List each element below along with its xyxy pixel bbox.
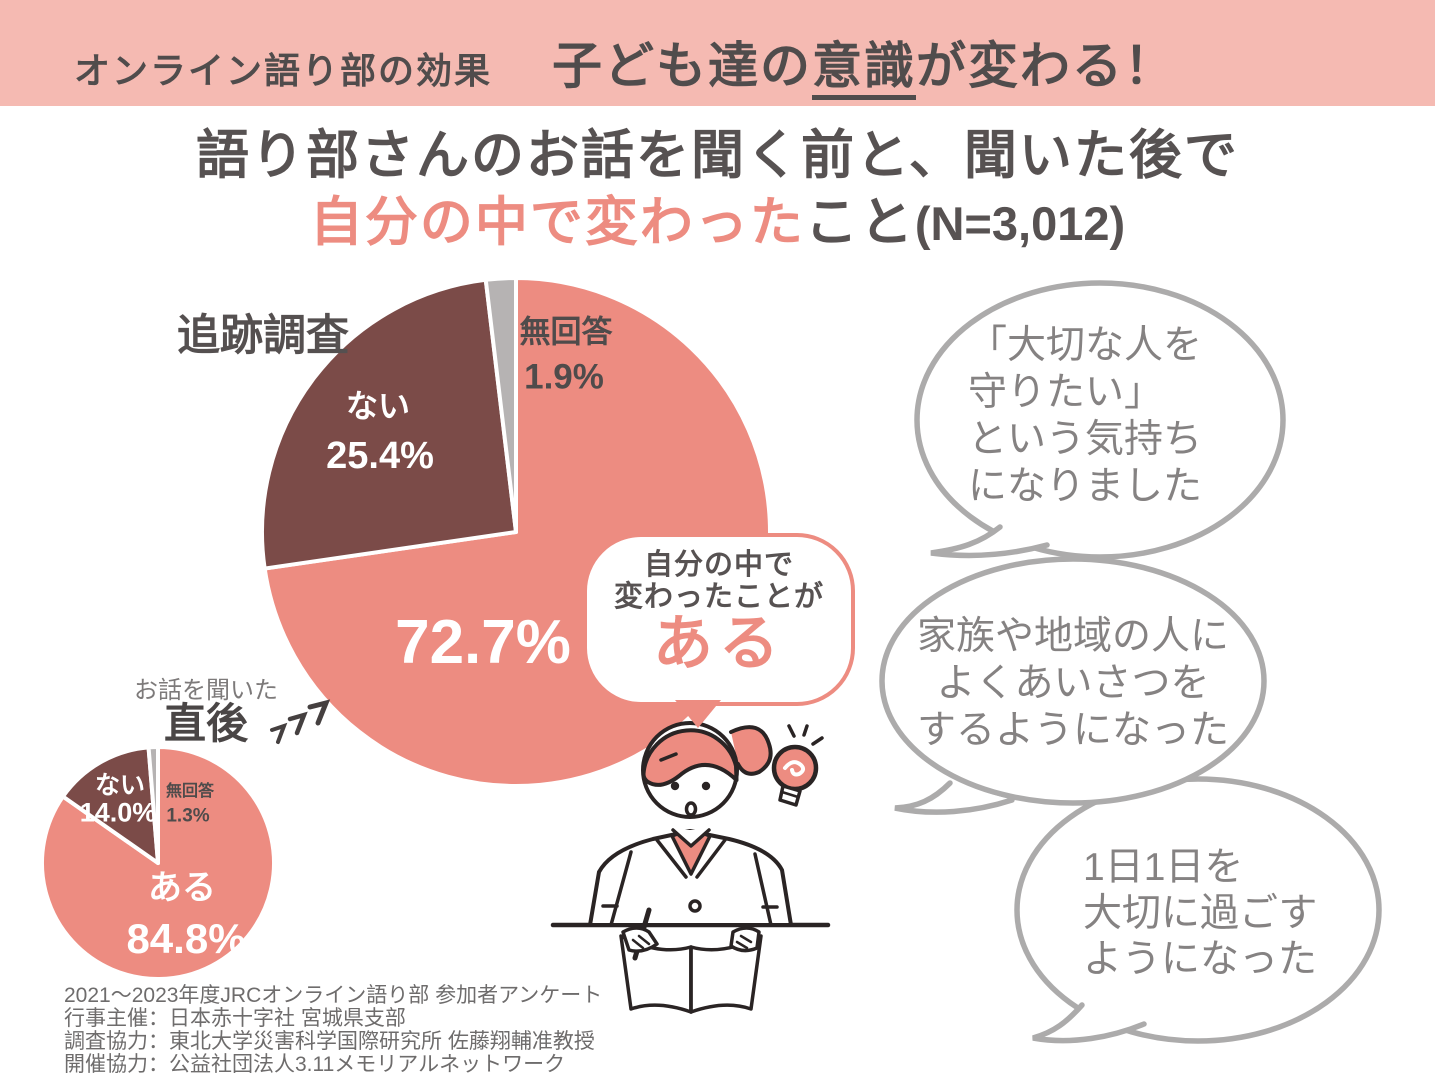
quote-3: 1日1日を 大切に過ごす ようになった xyxy=(1083,845,1317,983)
source-note: 2021〜2023年度JRCオンライン語り部 参加者アンケート 行事主催：日本赤… xyxy=(64,984,602,1076)
sample-size: (N=3,012) xyxy=(914,197,1126,250)
rise-arrows-icon xyxy=(270,699,331,744)
lightbulb-icon xyxy=(771,724,824,807)
speech-bubble-2-tail xyxy=(894,780,1015,815)
pie-right-after-value-aru: 84.8% xyxy=(126,915,246,962)
callout-emphasis: ある xyxy=(653,610,785,677)
header-title-underlined: 意識 xyxy=(812,38,916,100)
main-title-line1: 語り部さんのお話を聞く前と、聞いた後で xyxy=(196,126,1239,185)
quote-2-line: するようになった xyxy=(916,709,1229,752)
callout-bubble: 自分の中で 変わったことが ある xyxy=(583,533,855,706)
callout-line2: 変わったことが xyxy=(613,581,824,613)
quote-2-line: 家族や地域の人に xyxy=(916,615,1229,658)
callout-line1: 自分の中で xyxy=(643,549,794,581)
callout-tail xyxy=(675,700,721,728)
pie-slice-無回答 xyxy=(146,745,160,865)
main-title-normal: こと xyxy=(804,193,915,252)
pie-right-after-note: お話を聞いた xyxy=(134,677,278,704)
pie-followup-value-nai: 25.4% xyxy=(326,435,434,477)
pie-followup-title: 追跡調査 xyxy=(177,312,349,360)
speech-bubble-3-tail xyxy=(1032,1002,1147,1044)
quote-2-line: よくあいさつを xyxy=(936,662,1210,705)
quote-1-line: 「大切な人を xyxy=(968,324,1203,367)
quote-1-line: という気持ち xyxy=(968,418,1203,461)
pie-right-after-value-mukaitou: 1.3% xyxy=(166,805,210,827)
main-title-line2: 自分の中で変わったこと(N=3,012) xyxy=(0,180,1435,256)
person-illustration xyxy=(550,721,831,1014)
source-line: 調査協力：東北大学災害科学国際研究所 佐藤翔輔准教授 xyxy=(64,1030,595,1053)
source-line: 行事主催：日本赤十字社 宮城県支部 xyxy=(64,1007,406,1030)
pie-slice-ある xyxy=(40,745,276,981)
pie-right-after-value-nai: 14.0% xyxy=(79,797,157,828)
header-label: オンライン語り部の効果 xyxy=(74,50,493,91)
quote-3-line: ようになった xyxy=(1083,938,1318,981)
pie-followup-label-mukaitou: 無回答 xyxy=(519,314,613,350)
header-title-post: が変わる！ xyxy=(916,38,1176,94)
speech-bubble-2 xyxy=(879,556,1267,815)
pie-right-after-title: 直後 xyxy=(163,700,249,747)
speech-bubble-1 xyxy=(914,280,1286,560)
quote-1-line: 守りたい」 xyxy=(968,371,1164,414)
pie-right-after-label-nai: ない xyxy=(94,771,146,800)
header-band xyxy=(0,0,1435,106)
pie-slice-無回答 xyxy=(483,276,518,534)
main-title-highlight: 自分の中で変わった xyxy=(309,193,805,252)
speech-bubble-1-tail xyxy=(930,524,1050,559)
source-line: 開催協力：公益社団法人3.11メモリアルネットワーク xyxy=(64,1053,566,1076)
pie-right-after-label-aru: ある xyxy=(148,869,216,907)
pie-chart-right-after xyxy=(40,745,276,981)
pie-right-after-label-mukaitou: 無回答 xyxy=(165,783,215,800)
quote-2: 家族や地域の人に よくあいさつを するようになった xyxy=(883,613,1263,754)
quote-1: 「大切な人を 守りたい」 という気持ち になりました xyxy=(968,322,1202,510)
header-title-pre: 子ども達の xyxy=(552,38,812,94)
speech-bubble-3 xyxy=(1014,776,1382,1044)
quote-3-line: 1日1日を xyxy=(1083,846,1244,889)
pie-followup-value-mukaitou: 1.9% xyxy=(524,357,604,397)
header-title: 子ども達の意識が変わる！ xyxy=(552,26,1176,100)
pie-slice-ない xyxy=(60,745,160,865)
quote-3-line: 大切に過ごす xyxy=(1083,892,1318,935)
pie-slice-ない xyxy=(260,277,518,571)
quote-1-line: になりました xyxy=(968,465,1203,508)
pie-followup-label-nai: ない xyxy=(345,388,411,424)
pie-followup-value-aru: 72.7% xyxy=(395,608,571,677)
source-line: 2021〜2023年度JRCオンライン語り部 参加者アンケート xyxy=(64,984,603,1007)
